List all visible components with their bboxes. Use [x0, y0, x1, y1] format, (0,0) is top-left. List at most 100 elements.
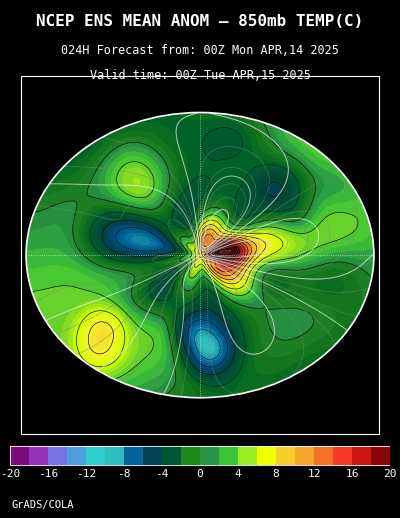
Point: [197, 251, 203, 260]
Bar: [295, 446, 314, 466]
Point: [197, 251, 203, 260]
Text: 4: 4: [235, 469, 241, 479]
Bar: [10, 446, 390, 466]
Point: [197, 251, 203, 260]
Point: [197, 251, 203, 260]
Point: [197, 251, 203, 260]
Text: GrADS/COLA: GrADS/COLA: [12, 499, 74, 510]
Bar: [276, 446, 295, 466]
Point: [197, 251, 203, 260]
Point: [197, 251, 203, 260]
Point: [197, 251, 203, 260]
Point: [197, 251, 203, 260]
Text: 20: 20: [383, 469, 397, 479]
Point: [197, 251, 203, 260]
Text: -16: -16: [38, 469, 58, 479]
Point: [197, 251, 203, 260]
Text: -20: -20: [0, 469, 20, 479]
Bar: [314, 446, 333, 466]
Bar: [143, 446, 162, 466]
Point: [197, 251, 203, 260]
Point: [197, 251, 203, 260]
Point: [197, 251, 203, 260]
Text: -4: -4: [155, 469, 169, 479]
Point: [197, 251, 203, 260]
Point: [197, 251, 203, 260]
Point: [197, 251, 203, 260]
Point: [197, 251, 203, 260]
Polygon shape: [0, 446, 8, 466]
Point: [197, 251, 203, 260]
Point: [197, 251, 203, 260]
Point: [197, 251, 203, 260]
Text: 024H Forecast from: 00Z Mon APR,14 2025: 024H Forecast from: 00Z Mon APR,14 2025: [61, 44, 339, 56]
Point: [197, 251, 203, 260]
Point: [197, 251, 203, 260]
Point: [197, 251, 203, 260]
Text: 0: 0: [197, 469, 203, 479]
Point: [197, 251, 203, 260]
Point: [197, 251, 203, 260]
Point: [197, 251, 203, 260]
Bar: [371, 446, 390, 466]
Point: [197, 251, 203, 260]
Point: [197, 251, 203, 260]
Point: [197, 251, 203, 260]
Point: [197, 251, 203, 260]
Point: [197, 251, 203, 260]
Point: [197, 251, 203, 260]
Point: [197, 251, 203, 260]
Point: [197, 251, 203, 260]
Point: [197, 251, 203, 260]
Point: [197, 251, 203, 260]
Point: [197, 251, 203, 260]
Point: [197, 251, 203, 260]
Point: [197, 251, 203, 260]
Bar: [124, 446, 143, 466]
Point: [197, 251, 203, 260]
Point: [197, 251, 203, 260]
Point: [197, 251, 203, 260]
Point: [197, 251, 203, 260]
Point: [197, 251, 203, 260]
Text: NCEP ENS MEAN ANOM – 850mb TEMP(C): NCEP ENS MEAN ANOM – 850mb TEMP(C): [36, 13, 364, 28]
Point: [197, 251, 203, 260]
Point: [197, 251, 203, 260]
Bar: [29, 446, 48, 466]
Point: [197, 251, 203, 260]
Point: [197, 251, 203, 260]
Point: [197, 251, 203, 260]
Point: [197, 251, 203, 260]
Point: [197, 251, 203, 260]
Bar: [48, 446, 67, 466]
Bar: [333, 446, 352, 466]
Point: [197, 251, 203, 260]
Point: [197, 251, 203, 260]
Point: [197, 251, 203, 260]
Point: [197, 251, 203, 260]
Point: [197, 251, 203, 260]
Point: [197, 251, 203, 260]
Point: [197, 251, 203, 260]
Bar: [162, 446, 181, 466]
Point: [197, 251, 203, 260]
Point: [197, 251, 203, 260]
Point: [197, 251, 203, 260]
Polygon shape: [392, 446, 400, 466]
Point: [197, 251, 203, 260]
Point: [197, 251, 203, 260]
Bar: [105, 446, 124, 466]
Point: [197, 251, 203, 260]
Point: [197, 251, 203, 260]
Point: [197, 251, 203, 260]
Point: [197, 251, 203, 260]
Point: [197, 251, 203, 260]
Bar: [200, 446, 219, 466]
Point: [197, 251, 203, 260]
Point: [197, 251, 203, 260]
Point: [197, 251, 203, 260]
Point: [197, 251, 203, 260]
Point: [197, 251, 203, 260]
Point: [197, 251, 203, 260]
Bar: [352, 446, 371, 466]
